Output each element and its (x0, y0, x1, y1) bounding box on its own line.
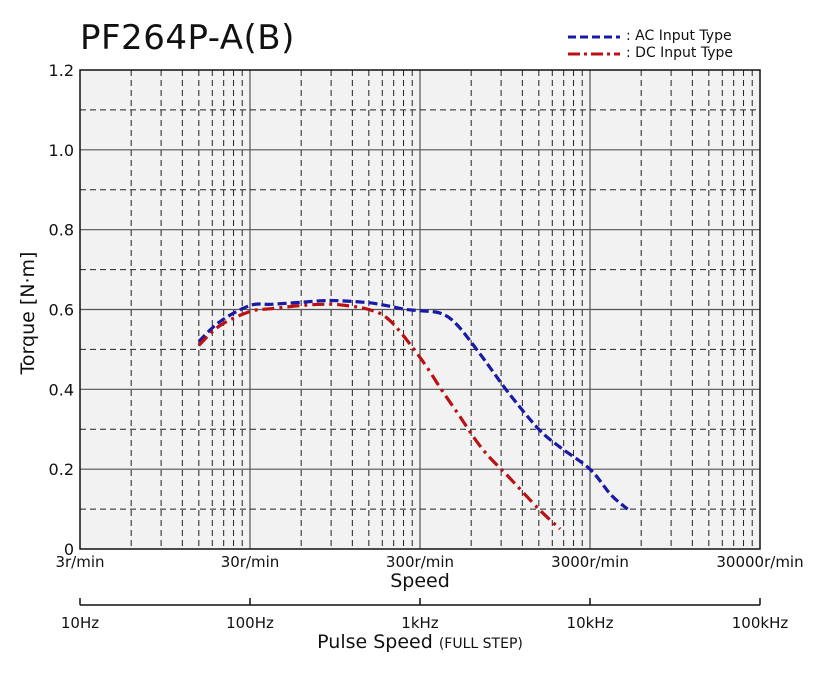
pulse-speed-tick-label: 10kHz (567, 614, 614, 632)
series-line-dc (197, 302, 562, 531)
x-axis-label: Speed (390, 570, 450, 592)
y-tick-label: 1.2 (49, 61, 74, 80)
y-tick-label: 1.0 (49, 141, 74, 160)
tick-labels: 0 0.2 0.4 0.6 0.8 1.0 1.2 3r/min 30r/min 300r/min… (49, 61, 804, 571)
y-tick-label: 0.8 (49, 221, 74, 240)
y-tick-label: 0.4 (49, 380, 74, 399)
y-axis-label: Torque [N·m] (17, 251, 39, 375)
pulse-speed-note: (FULL STEP) (438, 636, 523, 652)
x-tick-label: 3000r/min (551, 553, 629, 571)
legend-item-ac: : AC Input Type (566, 28, 733, 45)
x-tick-label: 30r/min (221, 553, 280, 571)
pulse-speed-tick-label: 100Hz (226, 614, 274, 632)
plot-border (79, 69, 761, 550)
pulse-speed-tick-label: 100kHz (732, 614, 789, 632)
series-layer (197, 298, 629, 531)
x-tick-label: 300r/min (386, 553, 454, 571)
x-tick-label: 30000r/min (716, 553, 803, 571)
pulse-speed-label-text: Pulse Speed (317, 631, 433, 653)
legend-label-ac: : AC Input Type (626, 28, 732, 44)
x-tick-label: 3r/min (55, 553, 104, 571)
legend-item-dc: : DC Input Type (566, 45, 733, 62)
series-line-ac (197, 298, 629, 511)
legend-swatch-dc (568, 52, 620, 55)
legend-swatch-ac (568, 35, 620, 38)
pulse-speed-tick-label: 10Hz (61, 614, 99, 632)
pulse-speed-tick-label: 1kHz (401, 614, 439, 632)
legend: : AC Input Type : DC Input Type (566, 28, 733, 62)
y-tick-label: 0 (64, 540, 74, 559)
pulse-speed-axis: 10Hz 100Hz 1kHz 10kHz 100kHz (61, 598, 788, 632)
chart-title: PF264P-A(B) (80, 18, 295, 58)
y-tick-label: 0.2 (49, 460, 74, 479)
legend-label-dc: : DC Input Type (626, 45, 734, 61)
y-tick-label: 0.6 (49, 301, 74, 320)
grid (80, 70, 760, 549)
pulse-speed-label: Pulse Speed (FULL STEP) (0, 631, 830, 653)
